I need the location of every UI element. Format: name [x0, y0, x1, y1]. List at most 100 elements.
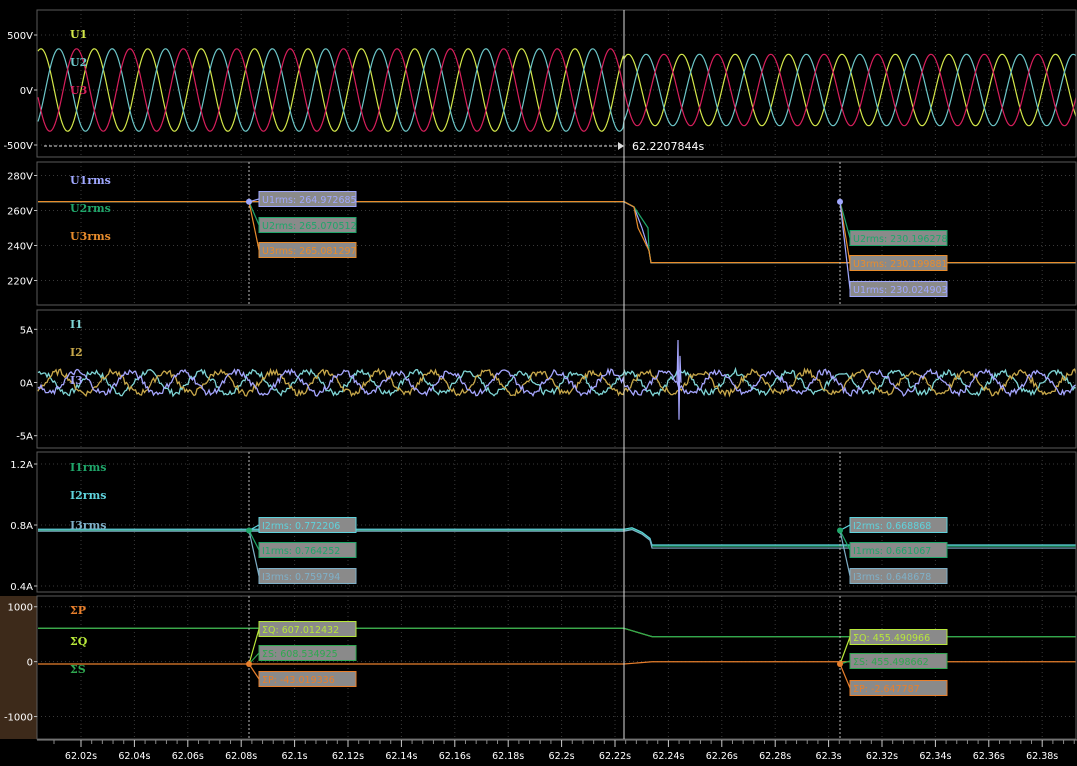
marker-dot: [246, 660, 252, 667]
y-axis-layer: 500V 0V -500V 280V 260V 240V 220V 5A 0A -5A 1.2A 0.…: [3, 31, 37, 724]
x-tick-label: 62.32s: [866, 751, 898, 762]
series-line-i3: [37, 367, 1077, 398]
marker-dot: [246, 198, 252, 205]
marker-label: U2rms: 230.196278: [853, 234, 948, 245]
marker-label: I1rms: 0.661067: [853, 546, 931, 557]
marker-label: I3rms: 0.648678: [853, 572, 931, 583]
marker-leader: [839, 530, 851, 551]
legend-2-0: I1: [70, 318, 83, 331]
legend-4-0: ΣP: [70, 604, 86, 617]
panel-border: [36, 309, 1077, 449]
marker-leader: [248, 663, 260, 680]
x-tick-label: 62.1s: [282, 751, 308, 762]
legend-3-1: I2rms: [70, 489, 106, 502]
marker-leader: [839, 636, 851, 665]
x-tick-label: 62.34s: [919, 751, 951, 762]
grid-layer: [37, 10, 1077, 739]
x-tick-label: 62.26s: [706, 751, 738, 762]
panel-border: [36, 451, 1077, 593]
x-tick-label: 62.02s: [65, 751, 97, 762]
y-tick-label: 260V: [7, 207, 33, 218]
y-tick-label: 240V: [7, 242, 33, 253]
marker-label: U1rms: 264.972685: [262, 195, 357, 206]
marker-label: U1rms: 230.024903: [853, 285, 948, 296]
legend-layer: U1 U2 U3 U1rms U2rms U3rms I1 I2 I3 I1rms I2rms I3r…: [70, 28, 111, 676]
series-line-i1: [37, 366, 1077, 398]
y-tick-label: 0: [27, 658, 33, 669]
transient-spike: [676, 339, 682, 420]
x-tick-label: 62.36s: [973, 751, 1005, 762]
marker-leader: [248, 201, 260, 226]
legend-1-0: U1rms: [70, 174, 111, 187]
marker-leader: [839, 530, 851, 577]
marker-leader: [248, 530, 260, 577]
cursor-time-label: 62.2207844s: [632, 140, 704, 153]
x-tick-label: 62.14s: [385, 751, 417, 762]
x-tick-label: 62.08s: [225, 751, 257, 762]
marker-label: ΣQ: 607.012432: [262, 625, 339, 636]
marker-leader: [839, 201, 851, 290]
marker-label: ΣP: -2.647787: [853, 684, 920, 695]
marker-leader: [839, 663, 851, 689]
x-tick-label: 62.24s: [652, 751, 684, 762]
y-tick-label: 0A: [20, 379, 33, 390]
y-tick-label: 0V: [20, 86, 33, 97]
legend-4-2: ΣS: [70, 663, 86, 676]
panel-borders: [36, 9, 1077, 740]
x-tick-label: 62.2s: [549, 751, 575, 762]
y-tick-label: 220V: [7, 277, 33, 288]
legend-0-2: U3: [70, 84, 87, 97]
x-tick-label: 62.06s: [172, 751, 204, 762]
marker-label: I3rms: 0.759794: [262, 572, 340, 583]
marker-dot: [837, 660, 843, 667]
marker-leader: [248, 628, 260, 665]
y-tick-label: -1000: [4, 713, 33, 724]
x-tick-label: 62.04s: [118, 751, 150, 762]
y-tick-label: 5A: [20, 325, 33, 336]
x-tick-label: 62.28s: [759, 751, 791, 762]
x-tick-label: 62.16s: [439, 751, 471, 762]
legend-2-1: I2: [70, 346, 83, 359]
y-tick-label: 0.4A: [10, 582, 33, 593]
x-tick-label: 62.3s: [816, 751, 842, 762]
legend-3-2: I3rms: [70, 519, 106, 532]
marker-label: I2rms: 0.772206: [262, 521, 340, 532]
marker-label: ΣS: 455.498662: [853, 657, 929, 668]
marker-dot: [837, 527, 843, 534]
legend-0-1: U2: [70, 56, 87, 69]
y-tick-label: 500V: [7, 31, 33, 42]
panel-border: [36, 9, 1077, 158]
legend-1-2: U3rms: [70, 230, 111, 243]
y-tick-label: -5A: [16, 432, 33, 443]
panel-border: [36, 595, 1077, 740]
x-tick-label: 62.22s: [599, 751, 631, 762]
marker-label: U3rms: 265.081297: [262, 246, 357, 257]
legend-1-1: U2rms: [70, 202, 111, 215]
x-tick-label: 62.38s: [1026, 751, 1058, 762]
series-line-u3: [37, 48, 1077, 132]
marker-label: U2rms: 265.070512: [262, 221, 357, 232]
y-tick-label: -500V: [3, 141, 33, 152]
x-axis: 62.02s 62.04s 62.06s 62.08s 62.1s 62.12s 62.14…: [37, 739, 1077, 762]
panel-border: [36, 161, 1077, 306]
marker-layer: U1rms: 264.972685 U2rms: 265.070512 U3rms:…: [246, 162, 948, 739]
y-tick-label: 0.8A: [10, 521, 33, 532]
legend-3-0: I1rms: [70, 461, 106, 474]
marker-dot: [246, 527, 252, 534]
marker-leader: [248, 201, 260, 251]
legend-0-0: U1: [70, 28, 87, 41]
time-cursor[interactable]: 62.2207844s: [44, 10, 704, 739]
series-line-i2: [37, 367, 1077, 398]
y-tick-label: 280V: [7, 172, 33, 183]
power-panel-label-bg: [0, 596, 37, 739]
x-tick-label: 62.12s: [332, 751, 364, 762]
cursor-arrow-head: [618, 142, 624, 150]
x-tick-label: 62.18s: [492, 751, 524, 762]
marker-label: ΣQ: 455.490966: [853, 633, 930, 644]
legend-4-1: ΣQ: [70, 635, 88, 648]
marker-label: U3rms: 230.199881: [853, 259, 948, 270]
y-tick-label: 1000: [8, 603, 33, 614]
marker-leader: [248, 530, 260, 551]
marker-dot: [837, 198, 843, 205]
